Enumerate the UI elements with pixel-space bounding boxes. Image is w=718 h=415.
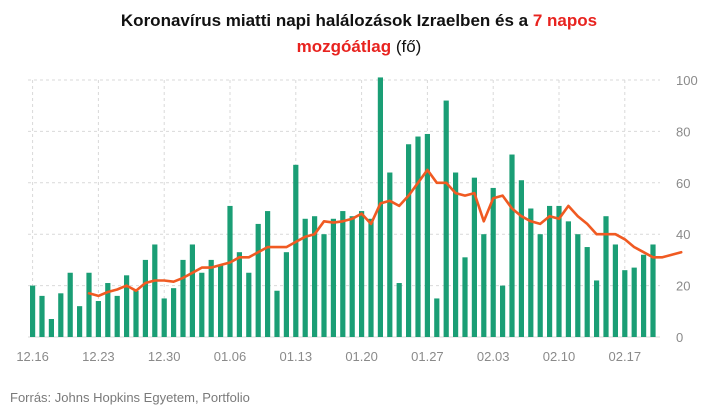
y-tick-label: 80 bbox=[676, 124, 690, 139]
bar bbox=[490, 187, 496, 337]
bar bbox=[481, 234, 487, 337]
bar bbox=[556, 205, 562, 337]
bar bbox=[518, 180, 524, 337]
bar bbox=[547, 205, 553, 337]
y-tick-label: 100 bbox=[676, 73, 698, 88]
bar bbox=[406, 144, 412, 337]
bar bbox=[133, 290, 139, 337]
bar bbox=[274, 290, 280, 337]
bar bbox=[443, 100, 449, 337]
bar bbox=[199, 272, 205, 337]
bar bbox=[650, 244, 656, 337]
bar bbox=[189, 244, 195, 337]
bar bbox=[641, 254, 647, 337]
bar bbox=[500, 285, 506, 337]
bar bbox=[208, 259, 214, 337]
y-tick-label: 40 bbox=[676, 227, 690, 242]
bar bbox=[265, 211, 271, 337]
title-part1: Koronavírus miatti napi halálozások Izra… bbox=[120, 11, 529, 30]
bar bbox=[603, 216, 609, 337]
bar bbox=[255, 223, 261, 337]
bar bbox=[424, 133, 430, 337]
bar bbox=[434, 298, 440, 337]
title-highlight-7napos: 7 napos bbox=[532, 11, 598, 30]
bar bbox=[246, 272, 252, 337]
bar bbox=[171, 288, 177, 337]
bar bbox=[67, 272, 73, 337]
bar bbox=[321, 234, 327, 337]
bar bbox=[180, 259, 186, 337]
x-tick-label: 01.13 bbox=[280, 349, 313, 364]
bar bbox=[39, 295, 45, 337]
bar bbox=[142, 259, 148, 337]
bar bbox=[227, 205, 233, 337]
bar bbox=[218, 265, 224, 337]
bar bbox=[453, 172, 459, 337]
bar bbox=[124, 275, 130, 337]
bar bbox=[48, 319, 54, 337]
bar bbox=[612, 244, 618, 337]
bar bbox=[293, 164, 299, 337]
x-tick-label: 02.03 bbox=[477, 349, 510, 364]
bar bbox=[415, 136, 421, 337]
x-tick-label: 01.06 bbox=[214, 349, 247, 364]
bar bbox=[509, 154, 515, 337]
bar bbox=[30, 285, 36, 337]
y-tick-label: 20 bbox=[676, 279, 690, 294]
y-tick-label: 0 bbox=[676, 330, 683, 345]
bar bbox=[114, 295, 120, 337]
bar bbox=[575, 234, 581, 337]
bar bbox=[631, 267, 637, 337]
bar bbox=[236, 252, 242, 337]
bar bbox=[302, 218, 308, 337]
x-tick-label: 01.27 bbox=[411, 349, 444, 364]
x-tick-label: 12.16 bbox=[16, 349, 49, 364]
bar bbox=[86, 272, 92, 337]
bar bbox=[105, 283, 111, 337]
bar bbox=[152, 244, 158, 337]
bar bbox=[565, 221, 571, 337]
bar bbox=[528, 208, 534, 337]
bar bbox=[58, 293, 64, 337]
x-tick-label: 02.10 bbox=[543, 349, 576, 364]
bar bbox=[377, 77, 383, 338]
bar bbox=[95, 301, 101, 337]
bar bbox=[622, 270, 628, 337]
bar bbox=[359, 211, 365, 337]
chart-title: Koronavírus miatti napi halálozások Izra… bbox=[0, 8, 718, 60]
bar bbox=[340, 211, 346, 337]
bar bbox=[396, 283, 402, 337]
x-tick-label: 02.17 bbox=[609, 349, 642, 364]
bar bbox=[584, 247, 590, 337]
x-tick-label: 12.30 bbox=[148, 349, 181, 364]
source-note: Forrás: Johns Hopkins Egyetem, Portfolio bbox=[10, 390, 250, 405]
title-unit: (fő) bbox=[395, 37, 422, 56]
bar bbox=[283, 252, 289, 337]
bar bbox=[462, 257, 468, 337]
title-highlight-mozgoatlag: mozgóátlag bbox=[296, 37, 392, 56]
bar bbox=[330, 218, 336, 337]
bar bbox=[387, 172, 393, 337]
bar bbox=[368, 218, 374, 337]
bar bbox=[161, 298, 167, 337]
bar bbox=[312, 216, 318, 337]
moving-average-line bbox=[87, 168, 683, 298]
bar bbox=[537, 234, 543, 337]
bar bbox=[471, 177, 477, 337]
bar bbox=[77, 306, 83, 337]
y-tick-label: 60 bbox=[676, 176, 690, 191]
x-tick-label: 01.20 bbox=[345, 349, 378, 364]
bar bbox=[594, 280, 600, 337]
x-tick-label: 12.23 bbox=[82, 349, 115, 364]
bar bbox=[349, 216, 355, 337]
